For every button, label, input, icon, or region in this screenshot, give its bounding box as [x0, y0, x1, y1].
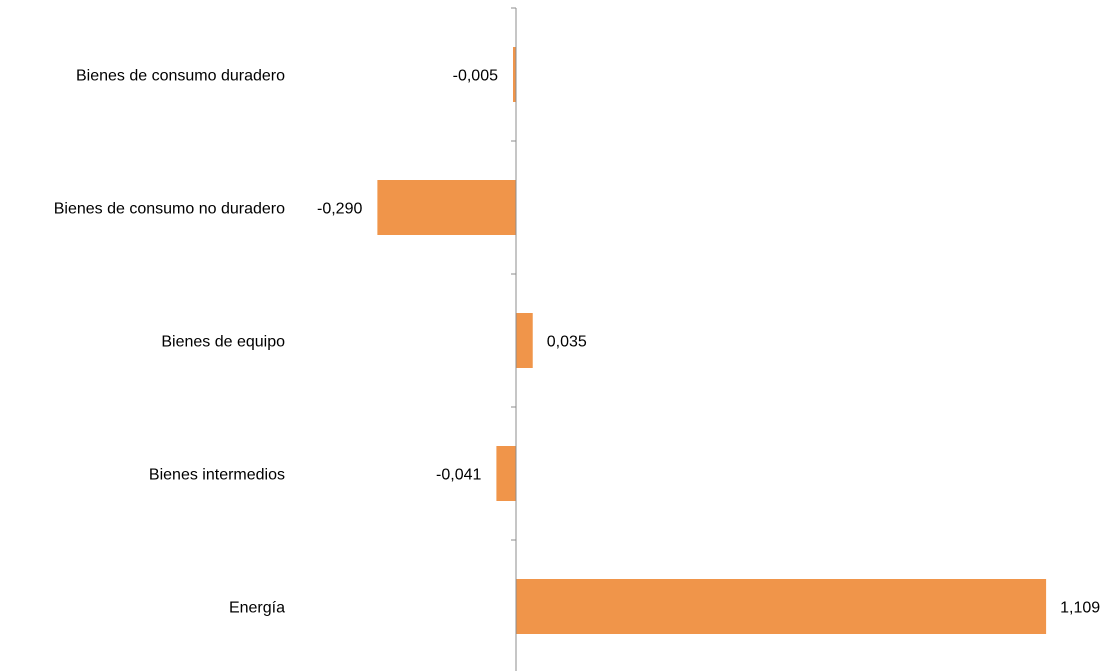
bar-4 — [516, 579, 1047, 634]
bar-2 — [516, 313, 533, 368]
value-label-1: -0,290 — [317, 201, 362, 218]
category-label-0: Bienes de consumo duradero — [76, 68, 285, 85]
value-label-2: 0,035 — [547, 334, 587, 351]
bar-3 — [496, 446, 516, 501]
category-label-4: Energía — [229, 600, 285, 617]
category-label-1: Bienes de consumo no duradero — [54, 201, 285, 218]
category-label-3: Bienes intermedios — [149, 467, 285, 484]
category-label-2: Bienes de equipo — [161, 334, 285, 351]
value-label-4: 1,109 — [1060, 600, 1100, 617]
value-label-3: -0,041 — [436, 467, 481, 484]
bars-group — [377, 47, 1047, 634]
bar-0 — [513, 47, 516, 102]
category-axis — [511, 7, 517, 671]
bar-1 — [377, 180, 516, 235]
labels-group: Bienes de consumo duradero -0,005 Bienes d… — [54, 68, 1101, 617]
value-label-0: -0,005 — [453, 68, 498, 85]
